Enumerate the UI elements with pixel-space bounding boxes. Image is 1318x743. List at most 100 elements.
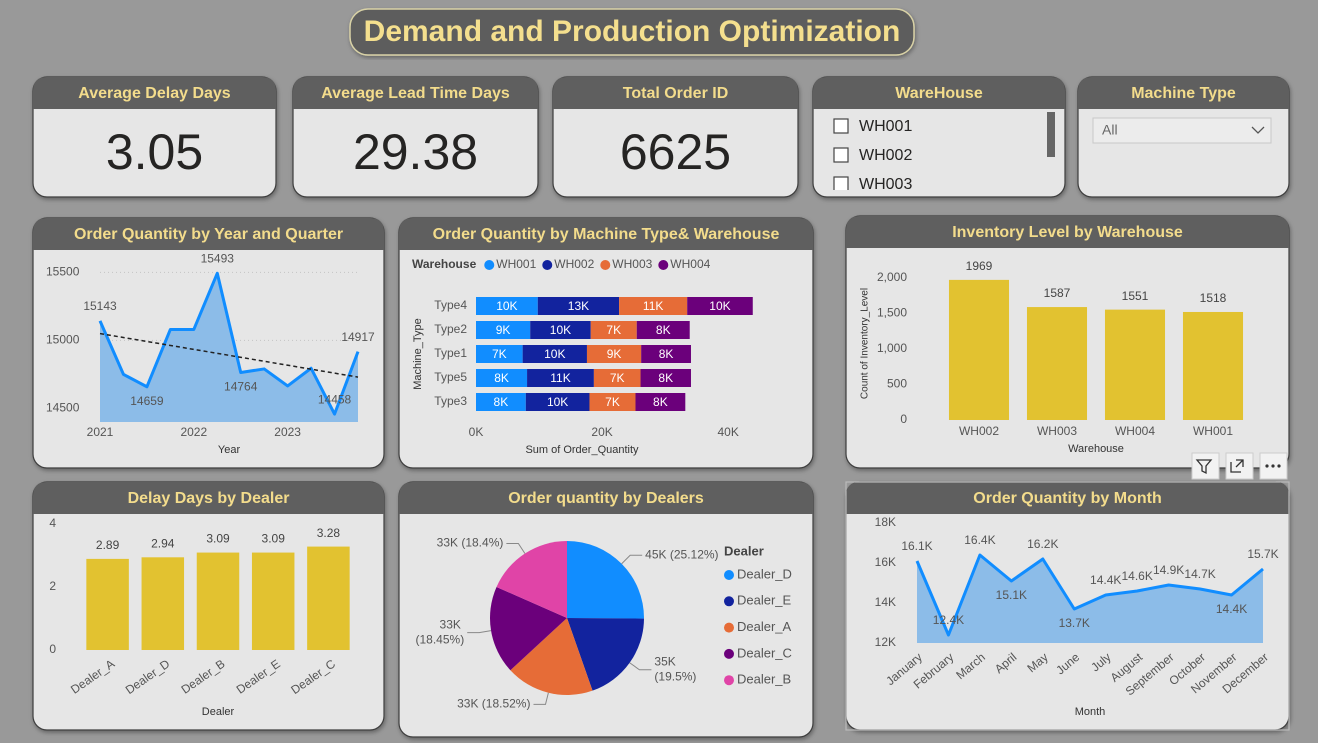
pie-slice — [489, 586, 567, 671]
card-header — [846, 482, 1289, 514]
x-tick-label: 2022 — [180, 425, 207, 439]
data-label: 33K (18.45%) — [416, 618, 465, 647]
bar-segment — [636, 321, 690, 339]
bar-segment — [635, 393, 686, 411]
data-label: 8K — [653, 395, 668, 409]
data-label: 10K — [544, 347, 565, 361]
kpi-value: 6625 — [620, 124, 731, 180]
data-label: 8K — [494, 395, 509, 409]
y-tick-label: 500 — [887, 377, 907, 391]
data-label: 11K — [643, 299, 663, 313]
legend-label: Dealer_D — [737, 566, 792, 581]
toolbar-button[interactable] — [1225, 452, 1254, 480]
selection-frame — [845, 481, 1290, 731]
data-label: 7K — [606, 323, 621, 337]
data-label: 1969 — [966, 259, 993, 273]
data-label: 14.9K — [1153, 563, 1184, 577]
leader-line — [506, 542, 526, 554]
legend-swatch — [724, 675, 734, 686]
bar-segment — [586, 345, 642, 363]
legend-swatch — [484, 260, 495, 270]
data-label: 7K — [605, 395, 620, 409]
card-header — [33, 218, 384, 250]
data-label: 16.1K — [901, 539, 932, 553]
legend-swatch — [724, 648, 734, 659]
y-axis-label: Machine_Type — [412, 318, 424, 390]
y-tick-label: 16K — [875, 555, 896, 569]
bar — [307, 546, 350, 650]
data-label-line: 35K — [654, 655, 679, 669]
legend-swatch — [724, 622, 734, 633]
y-tick-label: Type1 — [434, 346, 467, 360]
bar-segment — [525, 393, 590, 411]
y-tick-label: 0 — [900, 412, 907, 426]
data-label: 14458 — [318, 392, 352, 406]
card-title: Delay Days by Dealer — [128, 490, 290, 507]
card-title: Average Lead Time Days — [321, 85, 510, 102]
leader-line — [533, 692, 549, 705]
data-label: 10K — [496, 299, 517, 313]
data-label-line: (19.5%) — [654, 670, 696, 684]
x-axis-label: Warehouse — [1068, 443, 1124, 455]
legend-swatch — [724, 596, 734, 607]
data-label: 15.1K — [996, 588, 1027, 602]
card-header — [293, 77, 538, 109]
bar-segment — [590, 321, 637, 339]
data-label: 14.7K — [1184, 567, 1215, 581]
legend-swatch — [542, 260, 553, 270]
card-title: Average Delay Days — [78, 85, 230, 102]
bar — [1182, 311, 1244, 420]
legend-title: Warehouse — [412, 257, 477, 271]
pie-slice — [567, 618, 644, 691]
y-tick-label: 14K — [875, 595, 896, 609]
card-header — [846, 216, 1289, 248]
x-axis-label: Sum of Order_Quantity — [525, 444, 639, 456]
x-tick-label: 2021 — [87, 425, 114, 439]
toolbar-icon — [1230, 459, 1244, 473]
y-tick-label: Type2 — [434, 322, 467, 336]
x-tick-label: 0K — [469, 425, 484, 439]
card-header — [33, 482, 384, 514]
data-label: 8K — [659, 347, 674, 361]
bar-segment — [687, 297, 753, 315]
x-tick-label: WH004 — [1115, 424, 1155, 438]
x-tick-label: 2023 — [274, 425, 301, 439]
card-title: Order Quantity by Month — [973, 490, 1161, 507]
data-label: 14.4K — [1090, 573, 1121, 587]
data-label: 14.6K — [1122, 569, 1153, 583]
data-label: 33K (18.4%) — [437, 536, 504, 550]
y-tick-label: 0 — [49, 642, 56, 656]
y-tick-label: Type4 — [434, 298, 467, 312]
data-label: 9K — [496, 323, 511, 337]
card-title: Order Quantity by Year and Quarter — [74, 226, 343, 243]
y-tick-label: 1,000 — [877, 341, 907, 355]
data-label: 3.09 — [262, 532, 286, 546]
bar — [196, 552, 240, 650]
card-title: Order quantity by Dealers — [508, 490, 704, 507]
data-label: 2.94 — [151, 536, 175, 550]
data-label: 35K (19.5%) — [654, 655, 696, 684]
y-axis-label: Count of Inventory_Level — [860, 288, 871, 399]
bar — [948, 279, 1010, 420]
pie-slice — [496, 541, 567, 618]
line — [915, 553, 1264, 637]
data-label: 15493 — [201, 251, 235, 265]
leader-line — [629, 662, 652, 671]
leader-line — [467, 630, 492, 634]
pie-slice — [510, 618, 593, 696]
data-label: 1587 — [1044, 286, 1071, 300]
pie-slice — [567, 541, 644, 619]
toolbar-icon — [1265, 464, 1269, 468]
card-header — [399, 482, 813, 514]
data-label: 8K — [658, 371, 673, 385]
y-tick-label: Type3 — [434, 394, 467, 408]
data-label: 13K — [568, 299, 589, 313]
slicer-option: WH003 — [859, 176, 912, 193]
kpi-value: 3.05 — [106, 124, 203, 180]
data-label: 10K — [547, 395, 568, 409]
y-tick-label: 15000 — [46, 333, 80, 347]
bar-segment — [593, 369, 641, 387]
bar-segment — [522, 345, 587, 363]
legend-label: Dealer_C — [737, 645, 792, 660]
data-label-line: 33K — [440, 618, 465, 632]
